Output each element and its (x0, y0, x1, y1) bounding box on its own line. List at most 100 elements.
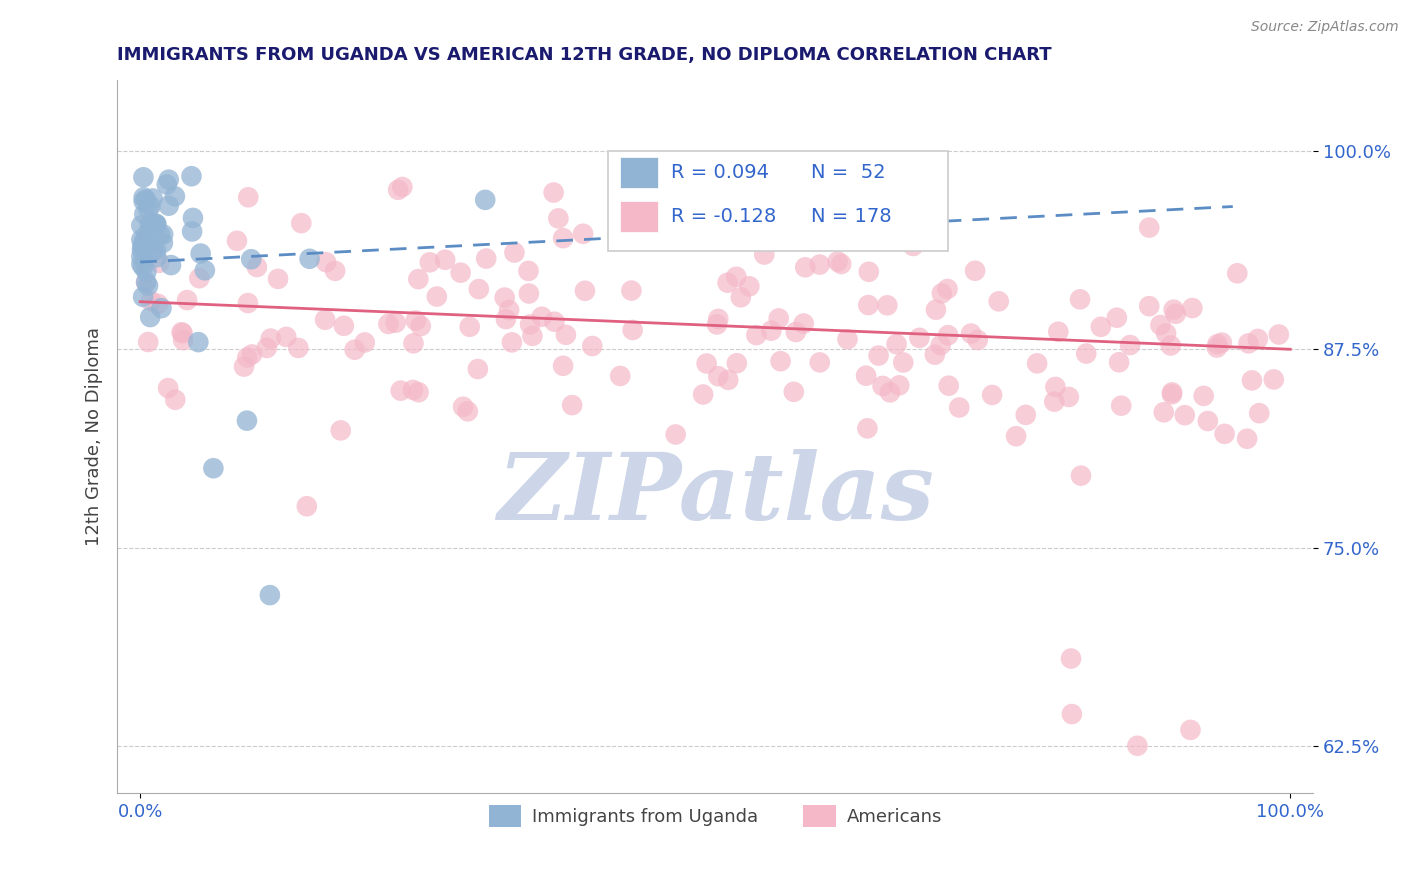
Point (889, 378, 911, 392)
Point (903, 239, 925, 253)
Point (181, 224, 204, 238)
Point (391, 180, 413, 194)
Point (692, 387, 714, 401)
Point (139, 199, 162, 213)
Point (409, 319, 432, 334)
Point (517, 286, 540, 301)
Point (236, 296, 259, 310)
Point (1153, 405, 1175, 419)
Point (408, 385, 430, 400)
Point (157, 172, 180, 186)
Point (276, 330, 298, 344)
Point (1249, 406, 1271, 420)
Point (132, 290, 155, 304)
Point (141, 217, 163, 231)
Point (966, 333, 988, 347)
Point (188, 271, 211, 285)
Point (131, 219, 153, 233)
Point (931, 286, 953, 301)
Point (1070, 468, 1092, 483)
Point (830, 257, 852, 271)
Point (298, 252, 321, 266)
Point (136, 202, 159, 216)
Point (405, 313, 427, 327)
FancyBboxPatch shape (620, 157, 658, 188)
Point (522, 329, 544, 343)
Point (202, 461, 225, 475)
Point (1045, 380, 1067, 394)
Point (1226, 266, 1249, 280)
Point (1069, 293, 1091, 307)
Point (794, 260, 817, 275)
Point (1026, 356, 1049, 370)
Point (1090, 319, 1112, 334)
Point (870, 207, 893, 221)
Point (754, 247, 776, 261)
Point (609, 368, 631, 383)
Point (530, 310, 553, 324)
Point (1047, 325, 1070, 339)
Point (457, 404, 479, 418)
Point (426, 289, 449, 303)
Point (1247, 332, 1270, 346)
Point (402, 383, 425, 397)
Point (1161, 385, 1184, 400)
Point (519, 318, 541, 332)
Point (768, 311, 790, 326)
Point (267, 272, 290, 286)
Point (621, 323, 644, 337)
Point (1192, 389, 1215, 403)
Point (467, 362, 489, 376)
Point (1137, 299, 1160, 313)
Point (981, 388, 1004, 402)
Point (145, 218, 167, 232)
Point (1126, 739, 1149, 753)
Point (501, 335, 523, 350)
Point (925, 302, 948, 317)
Y-axis label: 12th Grade, No Diploma: 12th Grade, No Diploma (86, 327, 103, 546)
Point (450, 266, 472, 280)
Point (1149, 318, 1171, 332)
Point (458, 319, 481, 334)
Text: ZIPatlas: ZIPatlas (496, 449, 934, 539)
Point (1163, 302, 1185, 317)
Point (148, 256, 170, 270)
Point (1015, 408, 1038, 422)
Point (150, 301, 173, 315)
Point (1154, 326, 1177, 341)
Point (738, 279, 761, 293)
Point (146, 297, 169, 311)
Point (1160, 338, 1182, 352)
Point (451, 400, 474, 414)
Point (233, 359, 256, 374)
Point (855, 368, 877, 383)
Point (495, 312, 517, 326)
Text: N =  52: N = 52 (811, 163, 886, 182)
Point (145, 250, 167, 264)
Point (475, 252, 498, 266)
Point (152, 235, 174, 250)
Legend: Immigrants from Uganda, Americans: Immigrants from Uganda, Americans (481, 797, 949, 834)
Point (1268, 327, 1291, 342)
Point (936, 328, 959, 343)
Point (716, 276, 738, 290)
Point (329, 424, 352, 438)
Point (290, 216, 312, 230)
Point (187, 335, 209, 350)
Point (156, 178, 179, 192)
Point (135, 275, 157, 289)
Point (745, 328, 768, 343)
Point (808, 258, 831, 272)
Point (1197, 414, 1219, 428)
Point (827, 254, 849, 268)
Point (157, 381, 180, 395)
Point (190, 246, 212, 260)
Point (240, 252, 263, 267)
Point (139, 218, 162, 232)
Point (725, 269, 748, 284)
Point (876, 298, 898, 312)
Point (908, 331, 931, 345)
FancyBboxPatch shape (607, 151, 949, 251)
Point (180, 169, 202, 184)
Point (149, 227, 172, 242)
